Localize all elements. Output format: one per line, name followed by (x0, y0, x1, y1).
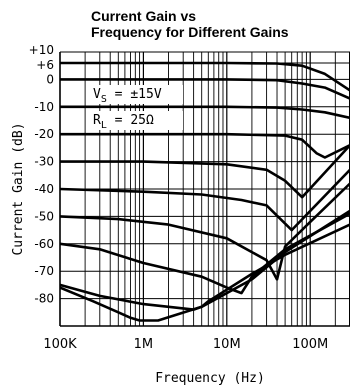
series-line-3 (60, 105, 350, 120)
y-tick-label: -70 (34, 264, 54, 278)
series-line-7 (60, 182, 350, 281)
y-tick-label: +6 (36, 58, 54, 72)
series-line-5 (60, 143, 350, 199)
series-group (60, 61, 350, 322)
annotation-background (91, 111, 183, 130)
y-tick-label: -50 (34, 209, 54, 223)
y-tick-label: -60 (34, 237, 54, 251)
y-tick-label: -20 (34, 127, 54, 141)
y-tick-label: 0 (46, 72, 54, 86)
y-tick-label: -10 (34, 100, 54, 114)
y-tick-label: -40 (34, 182, 54, 196)
series-line-10 (60, 209, 350, 322)
annotation-background (91, 85, 183, 104)
y-tick-label: -80 (34, 292, 54, 306)
chart-title-line-2: Frequency for Different Gains (91, 24, 289, 40)
annotation-text: RL = 25Ω (93, 113, 154, 131)
x-tick-label: 10M (213, 337, 241, 352)
series-line-4 (60, 132, 350, 159)
x-tick-label: 100M (292, 337, 328, 352)
annotations: VS = ±15V RL = 25Ω (91, 85, 183, 131)
series-line-8 (60, 212, 350, 295)
series-line-2 (60, 78, 350, 100)
x-axis-label: Frequency (Hz) (155, 371, 265, 386)
series-line-1 (60, 61, 350, 92)
series-line-6 (60, 168, 350, 232)
y-axis-label: Current Gain (dB) (11, 122, 26, 255)
x-tick-label: 100K (43, 337, 77, 352)
y-tick-label: +10 (29, 43, 54, 57)
annotation-text: VS = ±15V (93, 87, 162, 105)
chart-title-line-1: Current Gain vs (91, 8, 197, 24)
y-tick-label: -30 (34, 155, 54, 169)
x-tick-label: 1M (134, 337, 154, 352)
tick-labels: +10+60 -10 -20 -30 -40 -50 -60 -70 -80 100K 1M 10M 1… (29, 43, 329, 352)
